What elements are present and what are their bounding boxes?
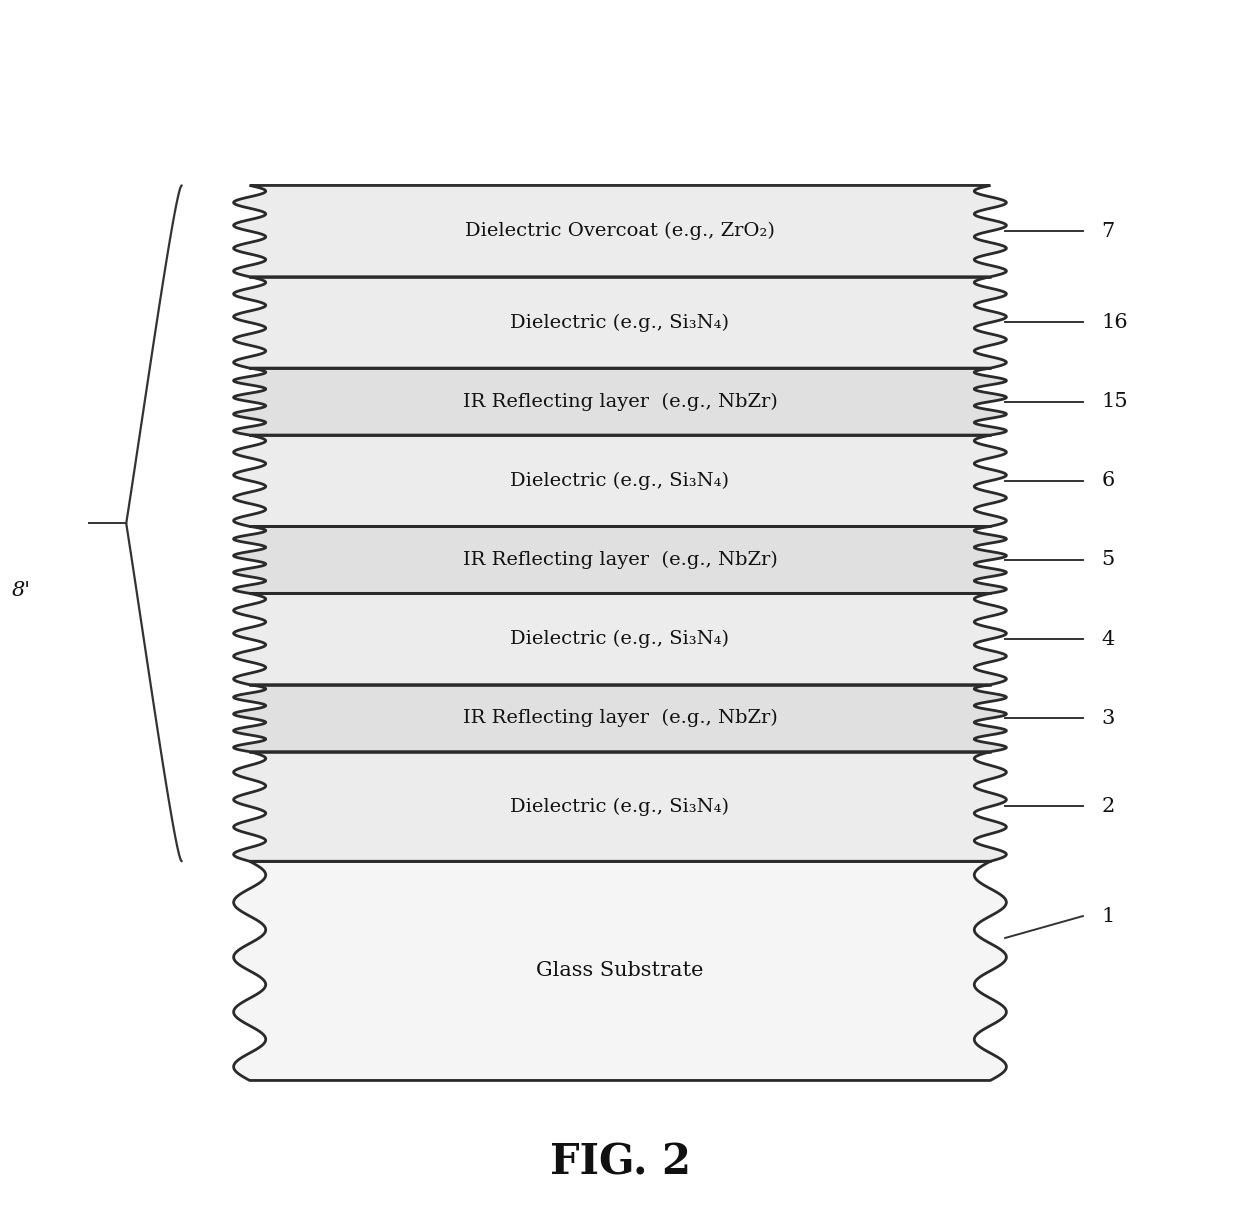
- Text: 15: 15: [1101, 392, 1128, 411]
- Text: 1: 1: [1101, 906, 1115, 925]
- Polygon shape: [233, 186, 1007, 277]
- Text: Dielectric (e.g., Si₃N₄): Dielectric (e.g., Si₃N₄): [511, 313, 729, 331]
- Text: 2: 2: [1101, 797, 1115, 816]
- Text: 7: 7: [1101, 222, 1115, 241]
- Text: Dielectric (e.g., Si₃N₄): Dielectric (e.g., Si₃N₄): [511, 630, 729, 648]
- Polygon shape: [233, 862, 1007, 1081]
- Polygon shape: [233, 752, 1007, 862]
- Text: 16: 16: [1101, 313, 1128, 331]
- Text: IR Reflecting layer  (e.g., NbZr): IR Reflecting layer (e.g., NbZr): [463, 709, 777, 728]
- Text: 8': 8': [12, 581, 31, 600]
- Text: Dielectric (e.g., Si₃N₄): Dielectric (e.g., Si₃N₄): [511, 798, 729, 816]
- Polygon shape: [233, 527, 1007, 593]
- Polygon shape: [233, 684, 1007, 752]
- Text: FIG. 2: FIG. 2: [549, 1142, 691, 1185]
- Polygon shape: [233, 435, 1007, 527]
- Text: Dielectric (e.g., Si₃N₄): Dielectric (e.g., Si₃N₄): [511, 471, 729, 490]
- Text: 6: 6: [1101, 471, 1115, 490]
- Polygon shape: [233, 368, 1007, 435]
- Text: IR Reflecting layer  (e.g., NbZr): IR Reflecting layer (e.g., NbZr): [463, 551, 777, 569]
- Text: IR Reflecting layer  (e.g., NbZr): IR Reflecting layer (e.g., NbZr): [463, 393, 777, 411]
- Text: 5: 5: [1101, 551, 1115, 570]
- Polygon shape: [233, 593, 1007, 684]
- Text: 3: 3: [1101, 709, 1115, 728]
- Polygon shape: [233, 277, 1007, 368]
- Text: Dielectric Overcoat (e.g., ZrO₂): Dielectric Overcoat (e.g., ZrO₂): [465, 222, 775, 240]
- Text: 4: 4: [1101, 629, 1115, 648]
- Text: Glass Substrate: Glass Substrate: [536, 962, 704, 981]
